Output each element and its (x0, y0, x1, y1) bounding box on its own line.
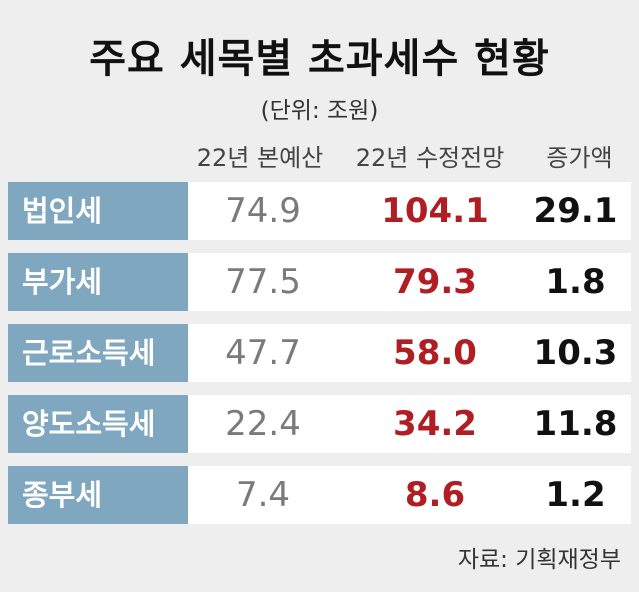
revised-value: 8.6 (404, 475, 466, 515)
table-row: 양도소득세 22.4 34.2 11.8 (8, 395, 631, 453)
category-cell: 법인세 (8, 182, 188, 240)
budget-value: 77.5 (225, 262, 301, 302)
chart-title: 주요 세목별 초과세수 현황 (89, 36, 550, 82)
category-cell: 근로소득세 (8, 324, 188, 382)
unit-label: (단위: 조원) (260, 98, 379, 124)
revised-value: 34.2 (393, 404, 477, 444)
increase-value: 10.3 (533, 333, 618, 373)
budget-value: 7.4 (235, 475, 291, 515)
budget-value: 47.7 (225, 333, 301, 373)
column-header-budget: 22년 본예산 (196, 144, 324, 172)
budget-value: 74.9 (225, 191, 301, 231)
increase-value: 29.1 (533, 191, 618, 231)
source-note: 자료: 기획재정부 (457, 547, 621, 573)
column-header-increase: 증가액 (546, 144, 613, 172)
table-row: 부가세 77.5 79.3 1.8 (8, 253, 631, 311)
table-row: 법인세 74.9 104.1 29.1 (8, 182, 631, 240)
table-row: 근로소득세 47.7 58.0 10.3 (8, 324, 631, 382)
increase-value: 1.2 (545, 475, 606, 515)
revised-value: 58.0 (393, 333, 477, 373)
increase-value: 11.8 (533, 404, 618, 444)
column-header-revised: 22년 수정전망 (355, 144, 505, 172)
category-cell: 종부세 (8, 466, 188, 524)
budget-value: 22.4 (225, 404, 301, 444)
revised-value: 104.1 (381, 191, 489, 231)
revised-value: 79.3 (393, 262, 477, 302)
increase-value: 1.8 (545, 262, 606, 302)
category-cell: 양도소득세 (8, 395, 188, 453)
table-row: 종부세 7.4 8.6 1.2 (8, 466, 631, 524)
category-cell: 부가세 (8, 253, 188, 311)
